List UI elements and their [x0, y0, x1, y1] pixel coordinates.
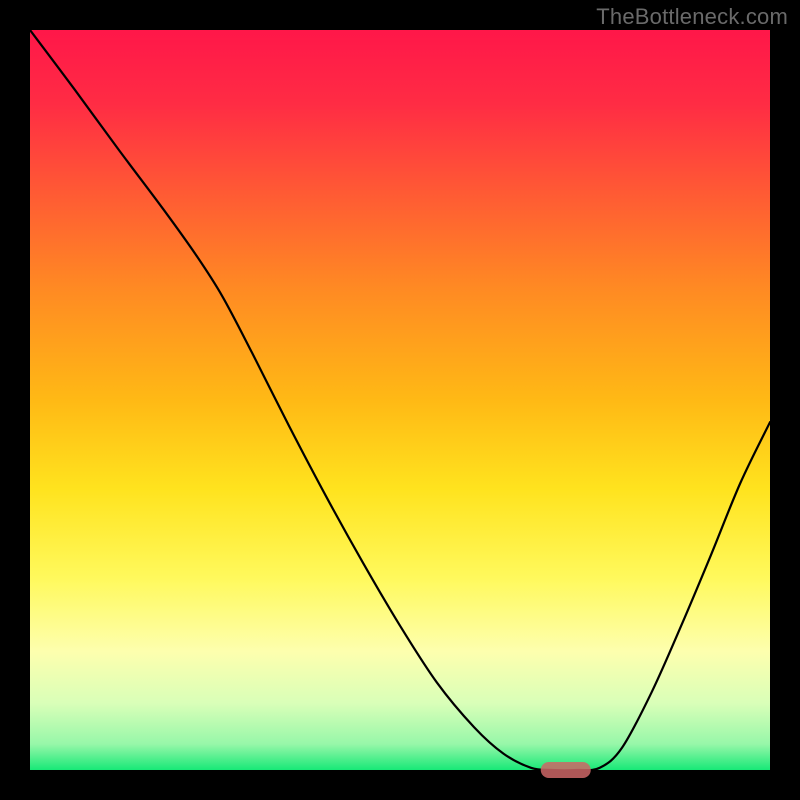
chart-stage: TheBottleneck.com — [0, 0, 800, 800]
optimum-marker — [541, 762, 591, 778]
watermark-text: TheBottleneck.com — [596, 4, 788, 30]
bottleneck-curve-chart — [0, 0, 800, 800]
chart-plot-background — [30, 30, 770, 770]
